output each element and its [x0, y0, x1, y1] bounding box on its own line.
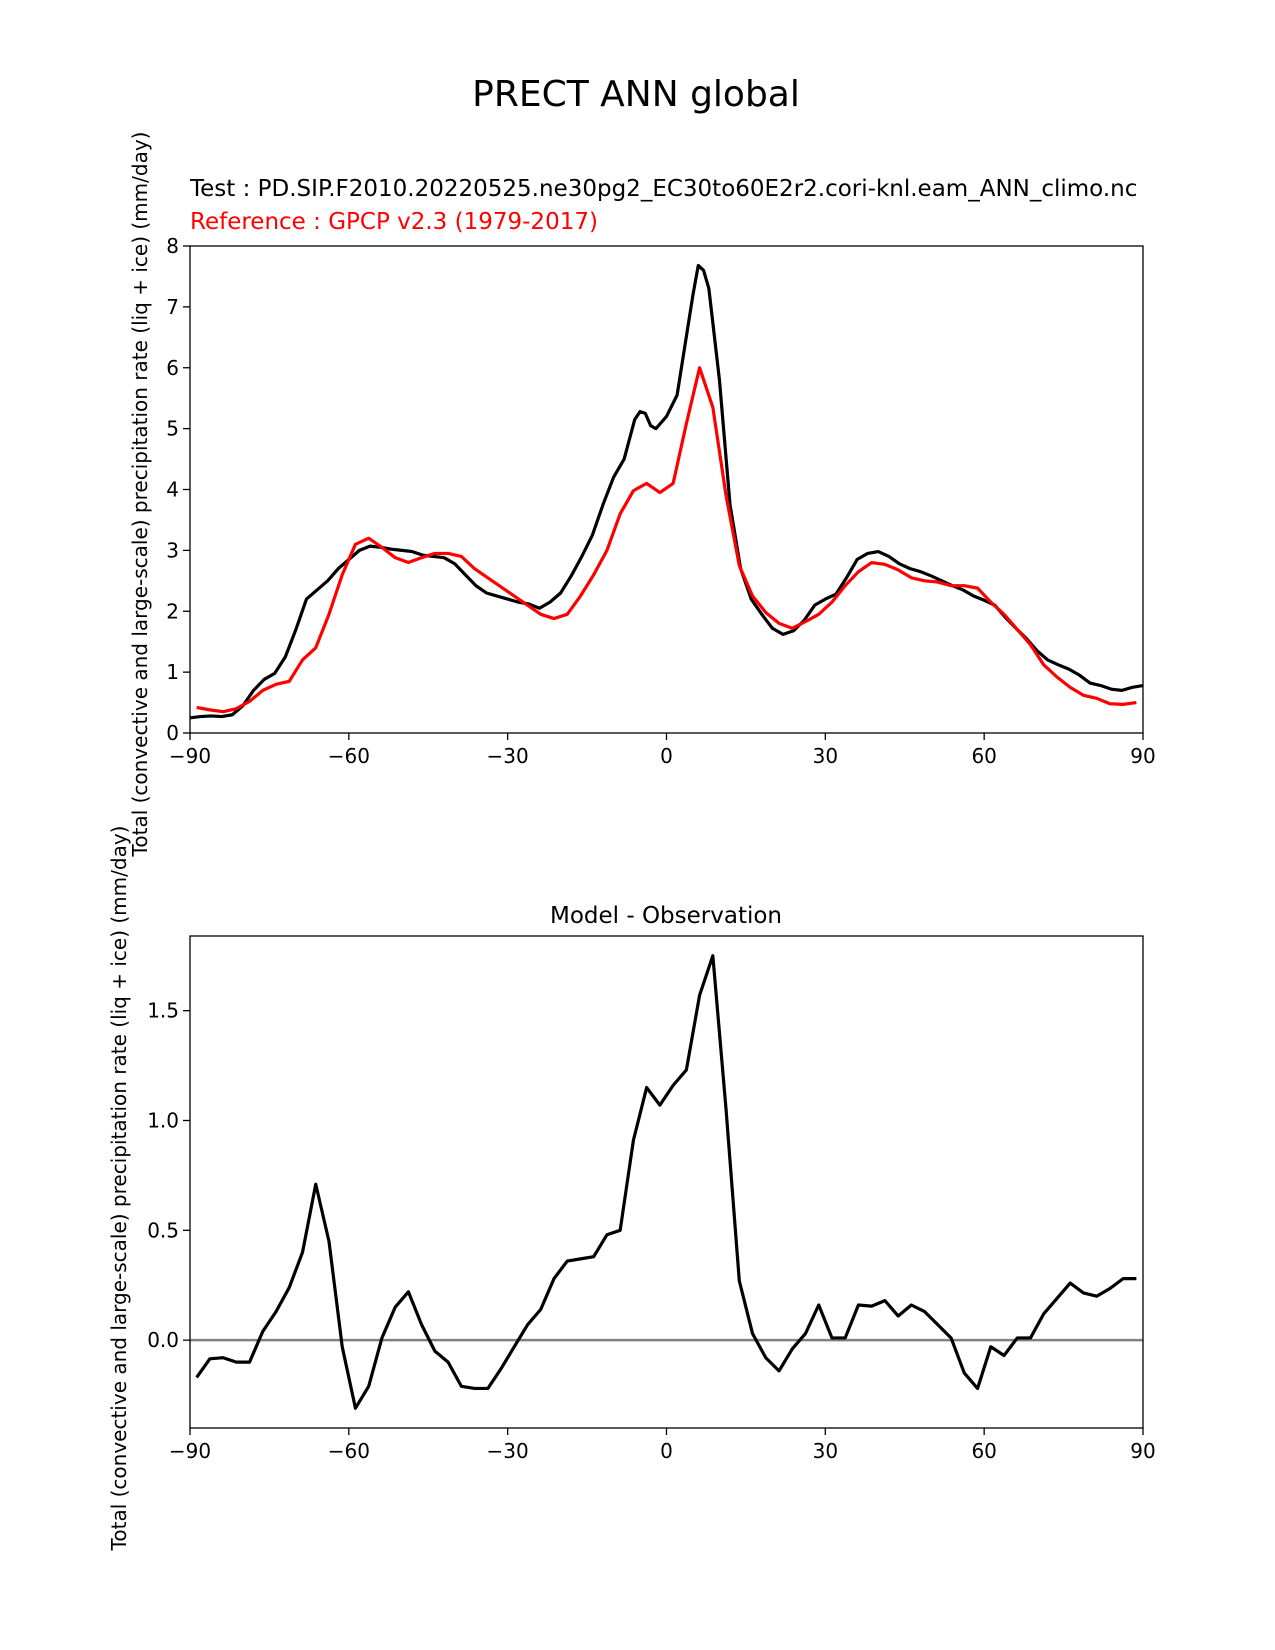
- bottom-axes-frame: [189, 935, 1144, 1429]
- top-x-tick-label: −60: [328, 744, 370, 768]
- bottom-x-tick-label: 30: [813, 1439, 838, 1463]
- top-plot-area: −90 −60 −30 0 30 60 90 0 1 2 3 4 5 6 7 8: [166, 234, 1155, 768]
- top-panel: Test : PD.SIP.F2010.20220525.ne30pg2_EC3…: [128, 132, 1156, 858]
- bottom-y-axis-label: Total (convective and large-scale) preci…: [107, 826, 131, 1552]
- top-reference-line: [196, 366, 1137, 714]
- bottom-diff-line: [195, 954, 1137, 1410]
- bottom-y-tick-label: 1.5: [147, 999, 179, 1023]
- top-x-tick-label: 0: [660, 744, 673, 768]
- top-y-tick-label: 1: [166, 660, 179, 684]
- top-y-tick-label: 7: [166, 295, 179, 319]
- figure-suptitle: PRECT ANN global: [472, 74, 800, 115]
- top-y-tick-label: 5: [166, 417, 179, 441]
- bottom-x-tick-label: −60: [328, 1439, 370, 1463]
- top-test-line: [189, 263, 1144, 720]
- top-x-tick-label: −90: [169, 744, 211, 768]
- top-y-tick-label: 0: [166, 721, 179, 745]
- bottom-x-tick-label: 90: [1130, 1439, 1155, 1463]
- bottom-x-tick-label: −30: [487, 1439, 529, 1463]
- top-x-tick-label: 90: [1130, 744, 1155, 768]
- top-axes-frame: [189, 245, 1144, 734]
- bottom-panel: Model - Observation Total (convective an…: [107, 826, 1156, 1552]
- top-x-tick-label: 60: [971, 744, 996, 768]
- top-y-axis-label: Total (convective and large-scale) preci…: [128, 132, 152, 858]
- top-y-tick-label: 6: [166, 356, 179, 380]
- top-x-tick-label: −30: [487, 744, 529, 768]
- top-y-tick-label: 4: [166, 478, 179, 502]
- bottom-y-tick-label: 0.5: [147, 1218, 179, 1242]
- bottom-y-tick-label: 0.0: [147, 1328, 179, 1352]
- bottom-y-tick-label: 1.0: [147, 1109, 179, 1133]
- top-y-tick-label: 3: [166, 538, 179, 562]
- top-x-tick-label: 30: [813, 744, 838, 768]
- top-reference-label: Reference : GPCP v2.3 (1979-2017): [190, 209, 598, 235]
- top-y-tick-label: 8: [166, 234, 179, 258]
- bottom-plot-area: −90 −60 −30 0 30 60 90 0.0 0.5 1.0 1.5: [147, 954, 1156, 1463]
- bottom-title: Model - Observation: [550, 903, 782, 929]
- top-y-tick-label: 2: [166, 599, 179, 623]
- bottom-x-tick-label: −90: [169, 1439, 211, 1463]
- top-test-label: Test : PD.SIP.F2010.20220525.ne30pg2_EC3…: [189, 176, 1137, 202]
- bottom-x-tick-label: 60: [971, 1439, 996, 1463]
- bottom-x-tick-label: 0: [660, 1439, 673, 1463]
